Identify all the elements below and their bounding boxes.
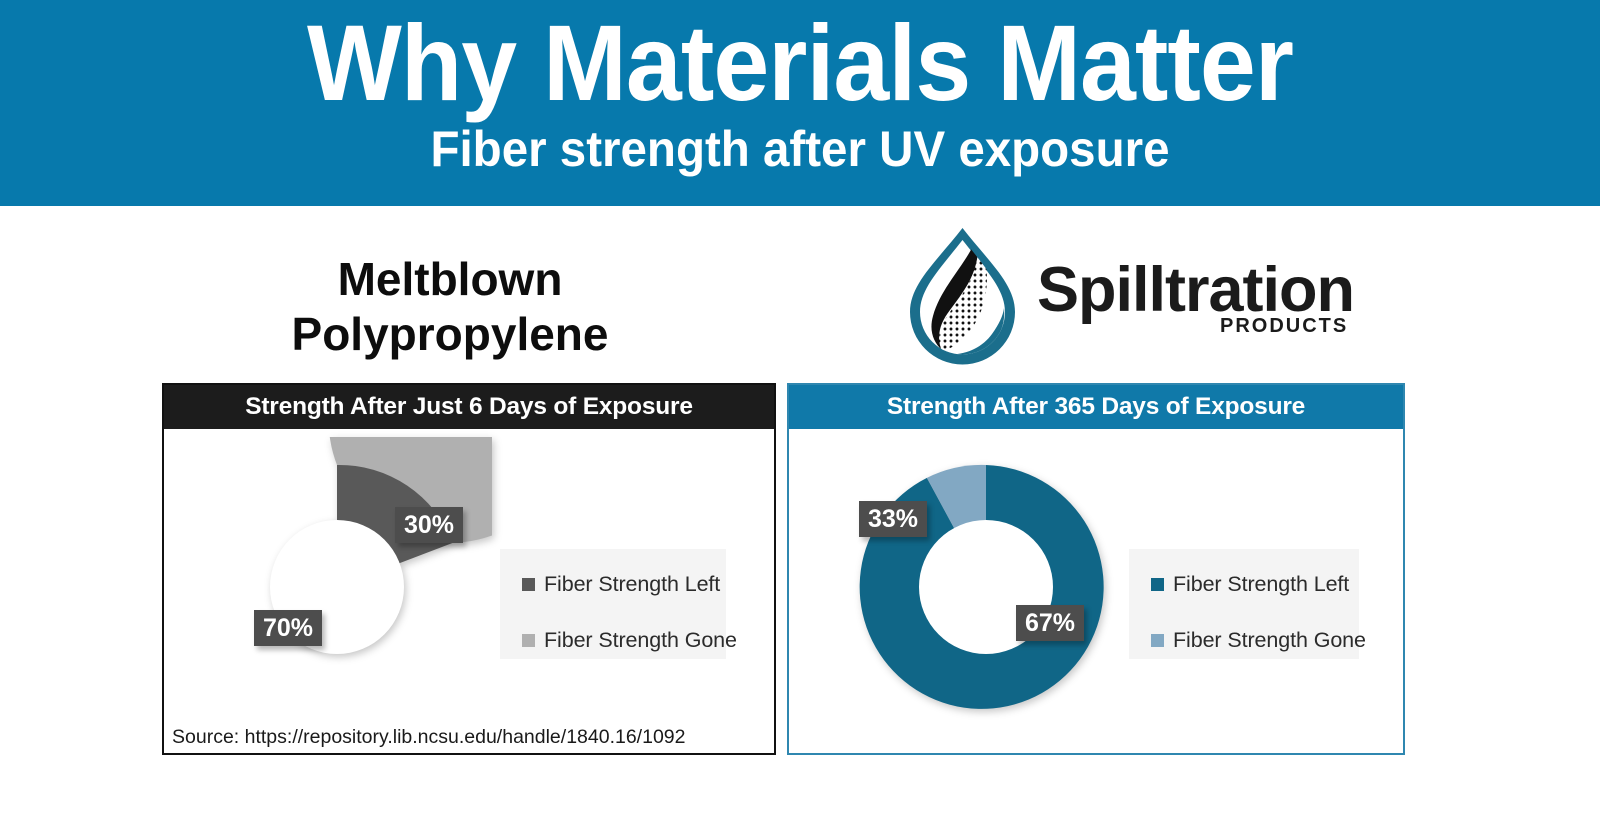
- donut-chart-left: 30% 70%: [182, 437, 492, 737]
- brand-tagline: PRODUCTS: [1220, 315, 1349, 337]
- chart-header-left: Strength After Just 6 Days of Exposure: [164, 385, 774, 429]
- data-label-left-1: 30%: [395, 507, 464, 543]
- legend-item: Fiber Strength Gone: [1151, 627, 1366, 653]
- data-label-left-2: 70%: [254, 610, 323, 646]
- legend-swatch-fiber-strength-gone: [522, 633, 535, 647]
- legend-swatch-fiber-strength-left: [1151, 577, 1164, 591]
- page-banner: Why Materials Matter Fiber strength afte…: [0, 0, 1600, 206]
- legend-swatch-fiber-strength-left: [522, 577, 535, 591]
- chart-header-right: Strength After 365 Days of Exposure: [789, 385, 1403, 429]
- legend-swatch-fiber-strength-gone: [1151, 633, 1164, 647]
- material-heading: Meltblown Polypropylene: [180, 252, 720, 362]
- page-title: Why Materials Matter: [306, 2, 1294, 123]
- chart-legend-right: Fiber Strength Left Fiber Strength Gone: [1129, 549, 1366, 659]
- data-label-right-1: 33%: [859, 501, 928, 537]
- legend-label-fiber-strength-left: Fiber Strength Left: [1173, 571, 1350, 596]
- legend-item: Fiber Strength Left: [1151, 571, 1349, 597]
- chart-body-right: 33% 67% Fiber Strength Left Fiber Streng…: [789, 429, 1403, 753]
- material-heading-line2: Polypropylene: [291, 308, 609, 360]
- water-droplet-icon: [900, 224, 1025, 369]
- material-heading-line1: Meltblown: [337, 253, 563, 305]
- chart-panel-365-days: Strength After 365 Days of Exposure 33% …: [787, 383, 1405, 755]
- page-subtitle: Fiber strength after UV exposure: [430, 121, 1170, 177]
- data-label-right-2: 67%: [1016, 605, 1085, 641]
- chart-source-citation: Source: https://repository.lib.ncsu.edu/…: [172, 726, 686, 748]
- chart-body-left: 30% 70% Fiber Strength Left Fiber Streng…: [164, 429, 774, 753]
- legend-item: Fiber Strength Gone: [522, 627, 737, 653]
- legend-label-fiber-strength-gone: Fiber Strength Gone: [544, 627, 737, 652]
- brand-logo: Spilltration PRODUCTS: [900, 222, 1355, 372]
- chart-panel-6-days: Strength After Just 6 Days of Exposure 3…: [162, 383, 776, 755]
- donut-chart-right: 33% 67%: [831, 437, 1141, 737]
- legend-label-fiber-strength-left: Fiber Strength Left: [544, 571, 721, 596]
- chart-legend-left: Fiber Strength Left Fiber Strength Gone: [500, 549, 737, 659]
- brand-name: Spilltration: [1037, 255, 1355, 325]
- legend-item: Fiber Strength Left: [522, 571, 720, 597]
- legend-label-fiber-strength-gone: Fiber Strength Gone: [1173, 627, 1366, 652]
